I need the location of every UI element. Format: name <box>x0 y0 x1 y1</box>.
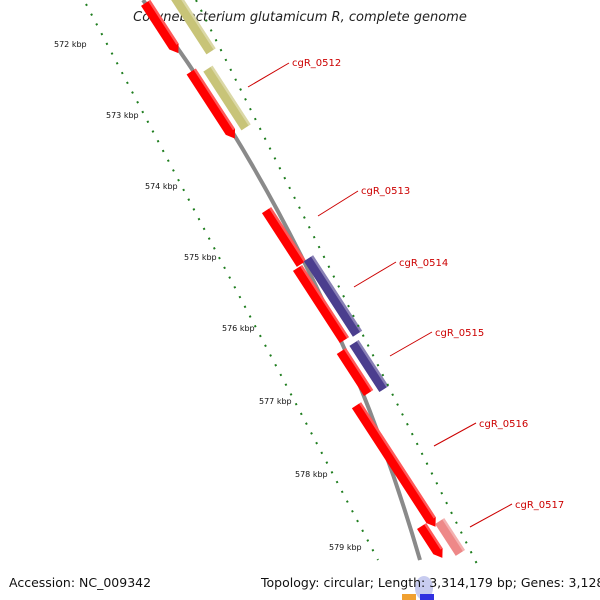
feature-layer <box>141 0 465 600</box>
cds-feature[interactable] <box>351 402 440 530</box>
cds-feature[interactable] <box>435 518 465 556</box>
tick-layer: 572 kbp 573 kbp 574 kbp 575 kbp 576 kbp 577 k… <box>54 0 479 567</box>
tick-ring <box>85 3 379 561</box>
cds-feature[interactable] <box>336 348 374 396</box>
tick-label: 576 kbp <box>222 324 255 333</box>
tick-label: 578 kbp <box>295 470 328 479</box>
cds-feature[interactable] <box>349 339 389 393</box>
cds-feature[interactable] <box>203 65 251 131</box>
cds-feature[interactable] <box>402 594 416 600</box>
gene-leader-line <box>433 422 477 447</box>
gene-leader-line <box>389 331 433 357</box>
tick-label: 574 kbp <box>145 182 178 191</box>
gene-label[interactable]: cgR_0516 <box>479 419 528 430</box>
tick-label: 573 kbp <box>106 111 139 120</box>
gene-leader-line <box>353 261 397 288</box>
accession-text: Accession: NC_009342 <box>9 575 152 590</box>
cds-feature[interactable] <box>417 523 447 561</box>
topology-summary: Topology: circular; Length: 3,314,179 bp… <box>261 575 600 590</box>
gene-leader-line <box>317 190 359 217</box>
label-layer: cgR_0512 cgR_0513 cgR_0514 cgR_0515 cgR_0516… <box>247 58 564 528</box>
genome-backbone <box>141 0 422 561</box>
tick-label: 579 kbp <box>329 543 362 552</box>
gene-leader-line <box>469 503 513 528</box>
cds-feature[interactable] <box>303 255 363 337</box>
gene-label[interactable]: cgR_0513 <box>361 186 410 197</box>
gene-leader-line <box>247 62 290 88</box>
cds-feature[interactable] <box>292 264 350 344</box>
cds-feature[interactable] <box>261 207 307 267</box>
cds-feature[interactable] <box>168 0 216 55</box>
tick-label: 577 kbp <box>259 397 292 406</box>
cds-feature[interactable] <box>420 594 434 600</box>
gene-label[interactable]: cgR_0515 <box>435 328 484 339</box>
cds-feature[interactable] <box>141 0 183 56</box>
tick-label: 572 kbp <box>54 40 87 49</box>
gene-label[interactable]: cgR_0514 <box>399 258 448 269</box>
gene-label[interactable]: cgR_0512 <box>292 58 341 69</box>
cds-feature[interactable] <box>186 68 240 141</box>
map-title: Corynebacterium glutamicum R, complete g… <box>133 10 467 25</box>
gene-label[interactable]: cgR_0517 <box>515 500 564 511</box>
tick-label: 575 kbp <box>184 253 217 262</box>
